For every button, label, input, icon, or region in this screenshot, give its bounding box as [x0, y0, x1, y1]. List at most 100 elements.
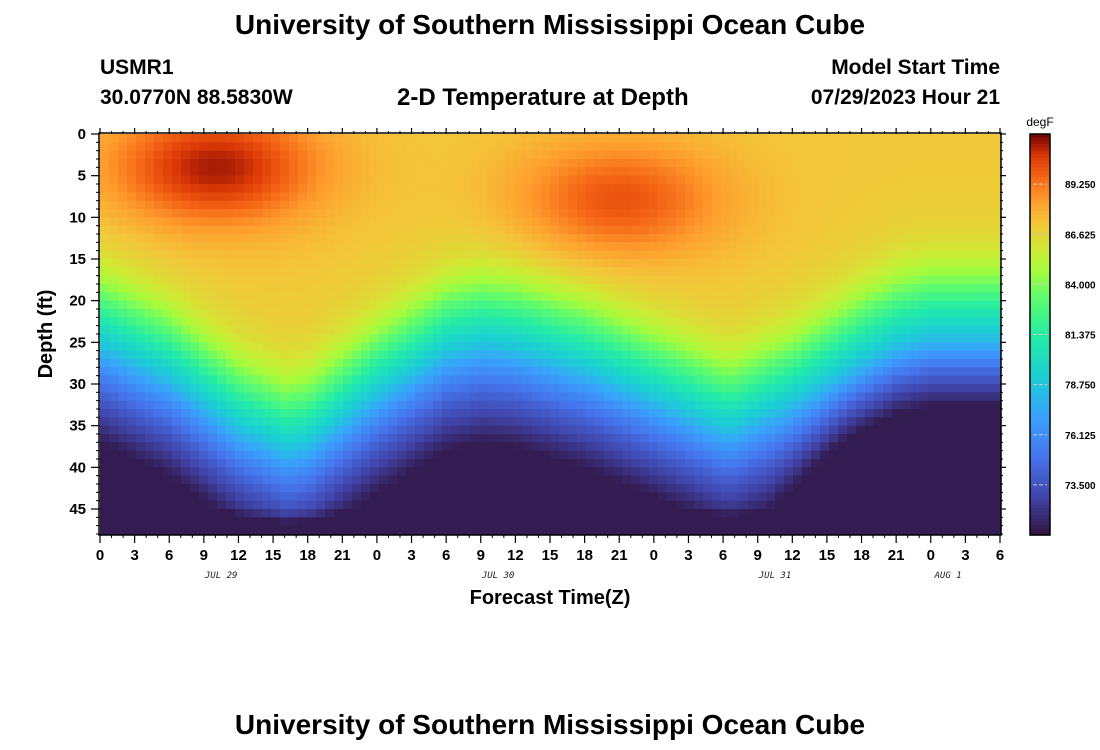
heatmap-cell	[919, 300, 929, 310]
heatmap-cell	[487, 200, 497, 210]
heatmap-cell	[991, 134, 1001, 143]
heatmap-cell	[235, 159, 245, 168]
heatmap-cell	[775, 517, 785, 527]
heatmap-cell	[865, 209, 875, 218]
heatmap-cell	[217, 409, 227, 418]
heatmap-cell	[262, 192, 272, 202]
heatmap-cell	[271, 392, 281, 402]
heatmap-cell	[541, 400, 551, 410]
heatmap-cell	[514, 409, 524, 418]
heatmap-cell	[550, 242, 560, 252]
heatmap-cell	[172, 359, 182, 368]
heatmap-cell	[451, 375, 461, 385]
heatmap-cell	[982, 192, 992, 202]
heatmap-cell	[838, 392, 848, 402]
heatmap-cell	[532, 175, 542, 185]
heatmap-cell	[748, 292, 758, 302]
heatmap-cell	[289, 300, 299, 310]
heatmap-cell	[757, 242, 767, 252]
heatmap-cell	[757, 234, 767, 243]
heatmap-cell	[910, 209, 920, 218]
heatmap-cell	[451, 300, 461, 310]
heatmap-cell	[604, 175, 614, 185]
heatmap-cell	[154, 367, 164, 377]
heatmap-cell	[865, 184, 875, 193]
heatmap-cell	[424, 217, 434, 227]
heatmap-cell	[442, 284, 452, 293]
heatmap-cell	[874, 209, 884, 218]
heatmap-cell	[388, 150, 398, 160]
heatmap-cell	[253, 242, 263, 252]
heatmap-cell	[118, 159, 128, 168]
heatmap-cell	[109, 267, 119, 277]
heatmap-cell	[334, 367, 344, 377]
heatmap-cell	[352, 217, 362, 227]
heatmap-cell	[829, 175, 839, 185]
heatmap-cell	[748, 367, 758, 377]
heatmap-cell	[928, 242, 938, 252]
heatmap-cell	[541, 275, 551, 285]
heatmap-cell	[703, 217, 713, 227]
heatmap-cell	[829, 309, 839, 318]
heatmap-cell	[586, 467, 596, 477]
heatmap-cell	[712, 409, 722, 418]
station-id: USMR1	[100, 56, 174, 79]
heatmap-cell	[883, 250, 893, 260]
heatmap-cell	[118, 417, 128, 427]
heatmap-cell	[820, 467, 830, 477]
heatmap-cell	[703, 142, 713, 152]
heatmap-cell	[523, 442, 533, 452]
heatmap-cell	[307, 400, 317, 410]
heatmap-cell	[370, 292, 380, 302]
heatmap-cell	[307, 234, 317, 243]
heatmap-cell	[595, 175, 605, 185]
heatmap-cell	[316, 450, 326, 460]
heatmap-cell	[460, 350, 470, 360]
heatmap-cell	[226, 217, 236, 227]
heatmap-cell	[352, 525, 362, 535]
heatmap-cell	[748, 517, 758, 527]
heatmap-cell	[703, 175, 713, 185]
heatmap-cell	[325, 159, 335, 168]
heatmap-cell	[838, 275, 848, 285]
heatmap-cell	[775, 175, 785, 185]
heatmap-cell	[244, 259, 254, 268]
heatmap-cell	[757, 225, 767, 235]
heatmap-cell	[433, 250, 443, 260]
heatmap-cell	[442, 517, 452, 527]
heatmap-cell	[469, 309, 479, 318]
heatmap-cell	[829, 442, 839, 452]
heatmap-cell	[892, 409, 902, 418]
heatmap-cell	[271, 409, 281, 418]
heatmap-cell	[712, 525, 722, 535]
heatmap-cell	[460, 325, 470, 335]
heatmap-cell	[730, 234, 740, 243]
heatmap-cell	[217, 317, 227, 327]
heatmap-cell	[946, 317, 956, 327]
heatmap-cell	[856, 200, 866, 210]
heatmap-cell	[883, 259, 893, 268]
heatmap-cell	[748, 309, 758, 318]
heatmap-cell	[613, 359, 623, 368]
heatmap-cell	[928, 259, 938, 268]
heatmap-cell	[451, 159, 461, 168]
heatmap-cell	[766, 425, 776, 435]
x-tick-label: 9	[477, 547, 485, 564]
heatmap-cell	[622, 209, 632, 218]
heatmap-cell	[298, 492, 308, 502]
heatmap-cell	[793, 367, 803, 377]
heatmap-cell	[676, 467, 686, 477]
heatmap-cell	[919, 434, 929, 443]
heatmap-cell	[928, 350, 938, 360]
heatmap-cell	[325, 525, 335, 535]
heatmap-cell	[199, 217, 209, 227]
heatmap-cell	[289, 217, 299, 227]
heatmap-cell	[136, 467, 146, 477]
heatmap-cell	[262, 509, 272, 518]
heatmap-cell	[226, 450, 236, 460]
heatmap-cell	[352, 284, 362, 293]
heatmap-cell	[730, 309, 740, 318]
heatmap-cell	[748, 450, 758, 460]
heatmap-cell	[874, 325, 884, 335]
heatmap-cell	[838, 317, 848, 327]
